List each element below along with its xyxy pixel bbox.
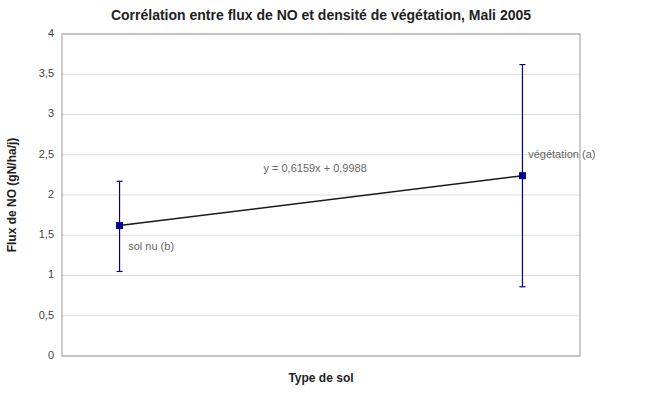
grid [62, 34, 580, 356]
error-bar-cap [519, 286, 525, 287]
grid-line [62, 275, 580, 276]
y-tick-label: 2 [48, 188, 54, 200]
grid-line [62, 114, 580, 115]
chart-container: 0 0,5 1 1,5 2 2,5 3 3,5 4 sol nu (b) végétation (a… [0, 0, 672, 398]
y-tick-label: 0,5 [39, 309, 54, 321]
y-tick-label: 4 [48, 27, 54, 39]
title: Corrélation entre flux de NO et densité … [111, 7, 531, 23]
error-bar-cap [117, 181, 123, 182]
marks [116, 65, 526, 287]
y-tick-label: 3 [48, 107, 54, 119]
grid-line [62, 235, 580, 236]
y-tick-label: 1 [48, 268, 54, 280]
grid-line [62, 154, 580, 155]
grid-line [62, 195, 580, 196]
grid-line [62, 315, 580, 316]
error-bar [519, 65, 525, 287]
plot-frame [62, 34, 580, 356]
y-tick-label: 1,5 [39, 228, 54, 240]
annotation: y = 0,6159x + 0,9988 [263, 162, 366, 174]
y-axis-label: Flux de NO (gN/ha/j) [5, 138, 19, 253]
error-bar-cap [519, 64, 525, 65]
annotation: végétation (a) [528, 148, 595, 160]
x-axis-label: Type de sol [288, 371, 353, 385]
annotation: sol nu (b) [128, 240, 174, 252]
point [116, 222, 123, 229]
point [519, 172, 526, 179]
error-bar-cap [117, 271, 123, 272]
y-tick-label: 2,5 [39, 148, 54, 160]
y-tick-label: 0 [48, 349, 54, 361]
chart-svg: 0 0,5 1 1,5 2 2,5 3 3,5 4 sol nu (b) végétation (a… [0, 0, 672, 398]
grid-line [62, 74, 580, 75]
y-tick-label: 3,5 [39, 67, 54, 79]
regression-line [120, 176, 523, 226]
error-bar [117, 181, 123, 271]
